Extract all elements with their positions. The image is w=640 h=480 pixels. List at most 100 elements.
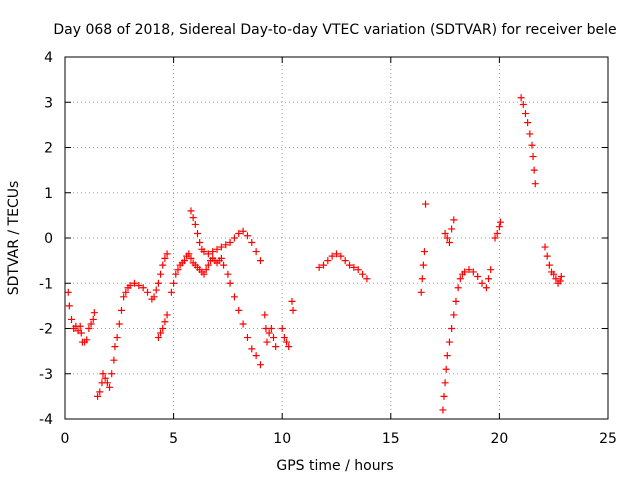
series-segment-1 — [64, 288, 98, 346]
data-point — [445, 239, 453, 247]
data-point — [441, 229, 449, 237]
data-point — [187, 254, 195, 262]
data-point — [200, 248, 208, 256]
data-point — [417, 288, 425, 296]
y-tick-label: 2 — [44, 141, 53, 157]
data-point — [115, 320, 123, 328]
data-point — [450, 216, 458, 224]
data-point — [280, 334, 288, 342]
data-point — [452, 297, 460, 305]
data-point — [474, 272, 482, 280]
data-point — [445, 338, 453, 346]
data-point — [77, 329, 85, 337]
data-point — [154, 334, 162, 342]
data-point — [159, 325, 167, 332]
data-point — [256, 361, 264, 369]
data-point — [440, 392, 448, 400]
data-point — [157, 270, 165, 278]
data-point — [285, 343, 293, 351]
chart-title: Day 068 of 2018, Sidereal Day-to-day VTE… — [53, 22, 616, 38]
axis-ticks: 0 5 10 15 20 25 -4 -3 -2 -1 0 1 2 3 4 — [39, 50, 617, 447]
data-point — [265, 329, 273, 337]
data-point — [252, 248, 260, 256]
data-point — [442, 365, 450, 373]
data-point — [261, 311, 269, 319]
data-point — [191, 220, 199, 228]
series-segment-15 — [541, 243, 565, 287]
data-point — [217, 243, 225, 251]
series-segment-9 — [315, 250, 371, 283]
data-point — [541, 243, 549, 251]
series-segment-12 — [441, 216, 458, 247]
data-point — [189, 214, 197, 222]
data-point — [270, 334, 278, 342]
data-point — [235, 229, 243, 237]
data-point — [174, 266, 182, 274]
data-point — [418, 275, 426, 283]
data-point — [552, 275, 560, 283]
series-segment-13 — [491, 218, 504, 242]
data-point — [363, 275, 371, 283]
data-point — [239, 227, 247, 235]
data-point — [111, 343, 119, 351]
data-point — [545, 261, 553, 269]
data-point — [99, 370, 107, 378]
x-tick-label: 5 — [169, 431, 178, 447]
data-point — [439, 406, 447, 414]
data-point — [126, 282, 134, 290]
data-point — [482, 284, 490, 292]
data-point — [122, 288, 130, 296]
data-point — [117, 306, 125, 314]
data-point — [495, 223, 503, 231]
data-point — [150, 293, 158, 301]
x-tick-label: 20 — [490, 431, 508, 447]
y-tick-label: -1 — [39, 276, 53, 292]
data-point — [256, 257, 264, 265]
data-point — [341, 257, 349, 265]
data-point — [224, 270, 232, 278]
data-point — [217, 254, 225, 262]
data-point — [487, 266, 495, 274]
data-point — [170, 279, 178, 287]
data-point — [319, 261, 327, 269]
data-point — [139, 284, 147, 292]
data-point — [200, 270, 208, 278]
data-point — [478, 279, 486, 287]
data-point — [333, 250, 340, 258]
data-point — [64, 288, 72, 296]
data-point — [456, 275, 464, 283]
data-point — [87, 320, 95, 328]
data-point — [530, 166, 538, 174]
data-point — [278, 325, 286, 332]
data-point — [120, 293, 128, 301]
y-tick-label: -4 — [39, 412, 53, 428]
data-points — [64, 94, 565, 414]
data-point — [108, 370, 116, 378]
data-point — [526, 130, 534, 138]
data-point — [131, 279, 139, 287]
series-segment-5 — [187, 207, 264, 265]
data-point — [230, 234, 238, 242]
data-point — [450, 311, 458, 319]
x-tick-label: 0 — [61, 431, 70, 447]
data-point — [550, 270, 558, 278]
data-point — [248, 345, 256, 353]
data-point — [337, 252, 345, 260]
data-point — [461, 268, 469, 276]
data-point — [346, 261, 354, 269]
data-point — [359, 270, 367, 278]
data-point — [101, 374, 109, 382]
series-segment-14 — [517, 94, 539, 188]
data-point — [288, 297, 296, 305]
data-point — [441, 379, 449, 387]
data-point — [529, 153, 537, 161]
y-tick-label: -3 — [39, 367, 53, 383]
y-axis-label: SDTVAR / TECUs — [6, 181, 22, 296]
data-point — [531, 180, 539, 188]
data-point — [89, 315, 97, 323]
data-point — [443, 234, 451, 242]
data-point — [528, 141, 536, 149]
data-point — [110, 356, 118, 364]
data-point — [185, 250, 193, 258]
data-point — [443, 352, 451, 360]
